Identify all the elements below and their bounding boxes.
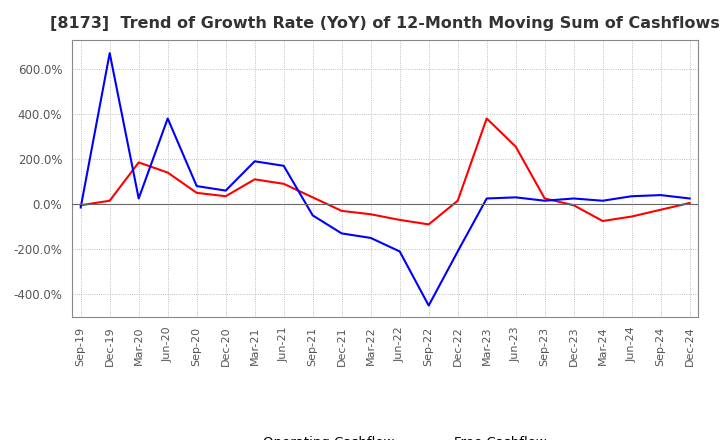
- Free Cashflow: [251, 159, 259, 164]
- Operating Cashflow: [135, 160, 143, 165]
- Free Cashflow: [541, 198, 549, 203]
- Operating Cashflow: [338, 208, 346, 213]
- Operating Cashflow: [570, 202, 578, 208]
- Operating Cashflow: [454, 198, 462, 203]
- Free Cashflow: [395, 249, 404, 254]
- Free Cashflow: [105, 51, 114, 56]
- Free Cashflow: [657, 192, 665, 198]
- Operating Cashflow: [598, 218, 607, 224]
- Operating Cashflow: [221, 194, 230, 199]
- Operating Cashflow: [482, 116, 491, 121]
- Free Cashflow: [685, 196, 694, 201]
- Free Cashflow: [482, 196, 491, 201]
- Free Cashflow: [76, 205, 85, 210]
- Free Cashflow: [598, 198, 607, 203]
- Line: Free Cashflow: Free Cashflow: [81, 53, 690, 305]
- Free Cashflow: [338, 231, 346, 236]
- Operating Cashflow: [251, 177, 259, 182]
- Operating Cashflow: [366, 212, 375, 217]
- Operating Cashflow: [685, 200, 694, 205]
- Free Cashflow: [135, 196, 143, 201]
- Free Cashflow: [570, 196, 578, 201]
- Free Cashflow: [308, 213, 317, 218]
- Operating Cashflow: [657, 207, 665, 213]
- Legend: Operating Cashflow, Free Cashflow: Operating Cashflow, Free Cashflow: [218, 431, 552, 440]
- Operating Cashflow: [511, 144, 520, 149]
- Operating Cashflow: [163, 170, 172, 175]
- Operating Cashflow: [279, 181, 288, 187]
- Title: [8173]  Trend of Growth Rate (YoY) of 12-Month Moving Sum of Cashflows: [8173] Trend of Growth Rate (YoY) of 12-…: [50, 16, 720, 32]
- Free Cashflow: [221, 188, 230, 193]
- Operating Cashflow: [424, 222, 433, 227]
- Free Cashflow: [279, 163, 288, 169]
- Operating Cashflow: [105, 198, 114, 203]
- Free Cashflow: [511, 195, 520, 200]
- Operating Cashflow: [395, 217, 404, 223]
- Operating Cashflow: [192, 190, 201, 195]
- Free Cashflow: [163, 116, 172, 121]
- Operating Cashflow: [541, 196, 549, 201]
- Free Cashflow: [627, 194, 636, 199]
- Free Cashflow: [366, 235, 375, 241]
- Free Cashflow: [424, 303, 433, 308]
- Line: Operating Cashflow: Operating Cashflow: [81, 118, 690, 224]
- Operating Cashflow: [76, 202, 85, 208]
- Operating Cashflow: [308, 195, 317, 200]
- Operating Cashflow: [627, 214, 636, 219]
- Free Cashflow: [454, 249, 462, 254]
- Free Cashflow: [192, 183, 201, 189]
